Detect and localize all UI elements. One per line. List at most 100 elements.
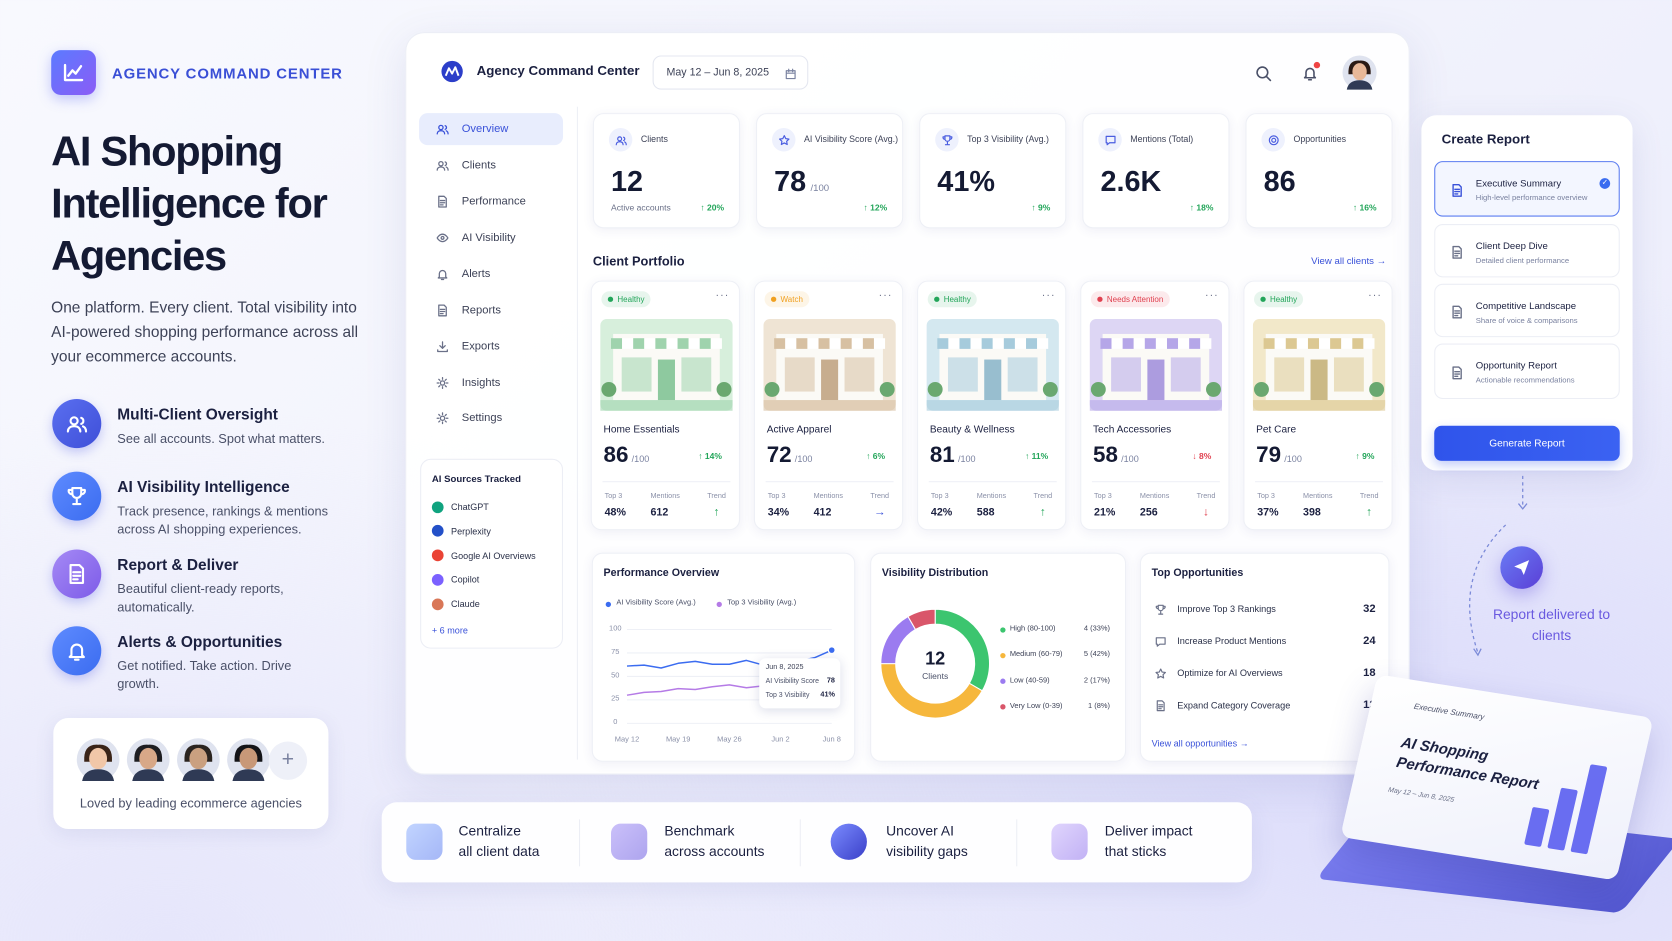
store-plant xyxy=(927,381,943,397)
legend-label: AI Visibility Score (Avg.) xyxy=(616,599,696,607)
nav-item[interactable]: Clients xyxy=(461,158,496,172)
notification-dot xyxy=(1313,61,1321,69)
nav-item[interactable]: AI Visibility xyxy=(461,231,516,245)
portfolio-link[interactable]: View all clients → xyxy=(1311,255,1387,267)
metric-label: Trend xyxy=(1033,492,1053,501)
store-awning xyxy=(970,338,982,349)
nav-item[interactable]: Exports xyxy=(461,340,500,353)
nav-item[interactable]: Alerts xyxy=(461,267,491,281)
donut-center-label: Clients xyxy=(922,671,949,681)
source-logo xyxy=(431,598,444,610)
brand-logo xyxy=(51,50,96,95)
icon xyxy=(437,269,448,281)
store-awning xyxy=(1330,338,1342,349)
opportunity-label[interactable]: Increase Product Mentions xyxy=(1177,635,1287,647)
kpi-change: ↑ 20% xyxy=(700,202,725,213)
social-proof-card: + Loved by leading ecommerce agencies xyxy=(53,718,329,829)
store-awning xyxy=(785,338,797,349)
report-option[interactable]: Executive Summary High-level performance … xyxy=(1434,161,1620,217)
icon-shape xyxy=(1451,183,1462,197)
strip-text: visibility gaps xyxy=(886,843,968,860)
more-menu[interactable]: ··· xyxy=(1204,290,1219,302)
more-menu[interactable]: ··· xyxy=(1368,290,1382,302)
series-point xyxy=(827,646,836,655)
metric-mentions: 256 xyxy=(1139,506,1158,519)
store-window xyxy=(947,357,978,392)
report-option-title: Executive Summary xyxy=(1475,177,1562,189)
more-menu[interactable]: ··· xyxy=(878,290,893,302)
kpi-card: Mentions (Total) 2.6K ↑ 18% xyxy=(1082,113,1230,229)
generate-report-button[interactable]: Generate Report xyxy=(1434,425,1620,461)
store-ground xyxy=(1252,400,1386,411)
more-menu[interactable]: ··· xyxy=(1041,290,1056,302)
nav-item[interactable]: Settings xyxy=(461,411,503,425)
nav-item[interactable]: Performance xyxy=(461,194,526,208)
kpi-icon xyxy=(935,128,959,152)
client-score: 79 xyxy=(1256,442,1282,468)
strip-icon xyxy=(611,823,648,860)
app-logo xyxy=(441,60,463,83)
store-awning xyxy=(633,338,645,349)
report-option[interactable]: Competitive Landscape Share of voice & co… xyxy=(1434,283,1620,338)
status-dot xyxy=(607,296,614,302)
report-option[interactable]: Opportunity Report Actionable recommendat… xyxy=(1434,343,1620,400)
client-card[interactable]: Watch ··· Active Apparel 72/100 ↑ 6% Top 3 Men… xyxy=(753,280,904,531)
client-card[interactable]: Healthy ··· Home Essentials 86/100 ↑ 14% Top … xyxy=(590,280,741,531)
opportunity-label[interactable]: Improve Top 3 Rankings xyxy=(1177,603,1276,615)
client-change: ↑ 14% xyxy=(698,451,722,462)
metric-label: Trend xyxy=(870,492,890,501)
nav-item[interactable]: Insights xyxy=(461,376,501,390)
nav-item[interactable]: Reports xyxy=(461,303,501,317)
store-awning xyxy=(644,338,656,349)
client-score: 58 xyxy=(1092,442,1118,468)
send-shape xyxy=(1514,560,1530,576)
client-change: ↑ 11% xyxy=(1024,451,1049,462)
kpi-value: 41% xyxy=(937,165,995,198)
score-row: 81/100 xyxy=(930,443,976,469)
tooltip-value: 78 xyxy=(826,677,835,685)
metric-top3: 37% xyxy=(1257,506,1279,519)
client-card[interactable]: Healthy ··· Pet Care 79/100 ↑ 9% Top 3 Mention… xyxy=(1243,280,1393,531)
store-plant xyxy=(1254,381,1269,397)
status-text: Healthy xyxy=(1269,294,1298,305)
opportunities-card xyxy=(1139,552,1390,762)
kpi-change: ↑ 18% xyxy=(1189,202,1214,213)
strip-divider xyxy=(799,819,801,867)
client-change: ↑ 6% xyxy=(866,451,886,462)
x-tick-label: May 12 xyxy=(614,735,640,744)
icon xyxy=(436,160,449,171)
opportunity-label[interactable]: Expand Category Coverage xyxy=(1177,699,1291,711)
kpi-value: 78 xyxy=(774,165,807,198)
logo-line xyxy=(63,63,84,82)
feature-text: Get notified. Take action. Drive growth. xyxy=(117,658,292,692)
avatar-body xyxy=(182,769,215,781)
icon-shape xyxy=(941,134,952,145)
metric-label: Trend xyxy=(1359,492,1379,501)
store-plant xyxy=(601,381,617,397)
status-pill: Healthy xyxy=(1254,291,1304,308)
opportunity-label[interactable]: Optimize for AI Overviews xyxy=(1177,667,1283,679)
store-ground xyxy=(1089,400,1223,411)
sources-more[interactable]: + 6 more xyxy=(431,625,468,636)
client-card[interactable]: Needs Attention ··· Tech Accessories 58/100… xyxy=(1080,280,1230,531)
feature-text: See all accounts. Spot what matters. xyxy=(117,431,325,446)
icon-shape xyxy=(66,416,88,433)
client-card[interactable]: Healthy ··· Beauty & Wellness 81/100 ↑ 11% To… xyxy=(917,280,1067,531)
feature-title: Alerts & Opportunities xyxy=(117,634,283,652)
more-menu[interactable]: ··· xyxy=(715,290,730,302)
feature-title: Multi-Client Oversight xyxy=(117,406,278,424)
report-option[interactable]: Client Deep Dive Detailed client performa… xyxy=(1434,224,1620,278)
source-logo xyxy=(431,549,444,562)
opportunities-link[interactable]: View all opportunities → xyxy=(1151,738,1249,749)
send-icon xyxy=(1500,546,1543,589)
store-awning xyxy=(774,338,786,349)
icon-shape xyxy=(1155,604,1166,615)
icon-shape xyxy=(1303,67,1316,81)
store-awning xyxy=(1037,338,1049,349)
y-tick-label: 100 xyxy=(609,624,622,633)
nav-item[interactable]: Overview xyxy=(461,122,509,136)
icon xyxy=(437,341,448,353)
date-range[interactable]: May 12 – Jun 8, 2025 xyxy=(652,55,809,90)
value-label: 5 (42%) xyxy=(1083,650,1111,659)
